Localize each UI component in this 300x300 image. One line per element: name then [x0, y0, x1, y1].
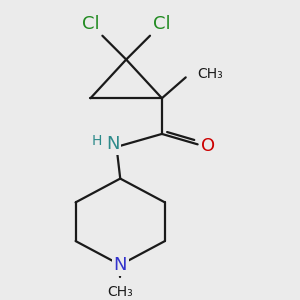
Text: H: H [92, 134, 102, 148]
Text: CH₃: CH₃ [198, 68, 224, 81]
Text: O: O [201, 137, 215, 155]
Text: Cl: Cl [153, 15, 171, 33]
Text: CH₃: CH₃ [107, 285, 133, 299]
Text: N: N [106, 135, 119, 153]
Text: Cl: Cl [82, 15, 99, 33]
Text: N: N [113, 256, 127, 274]
